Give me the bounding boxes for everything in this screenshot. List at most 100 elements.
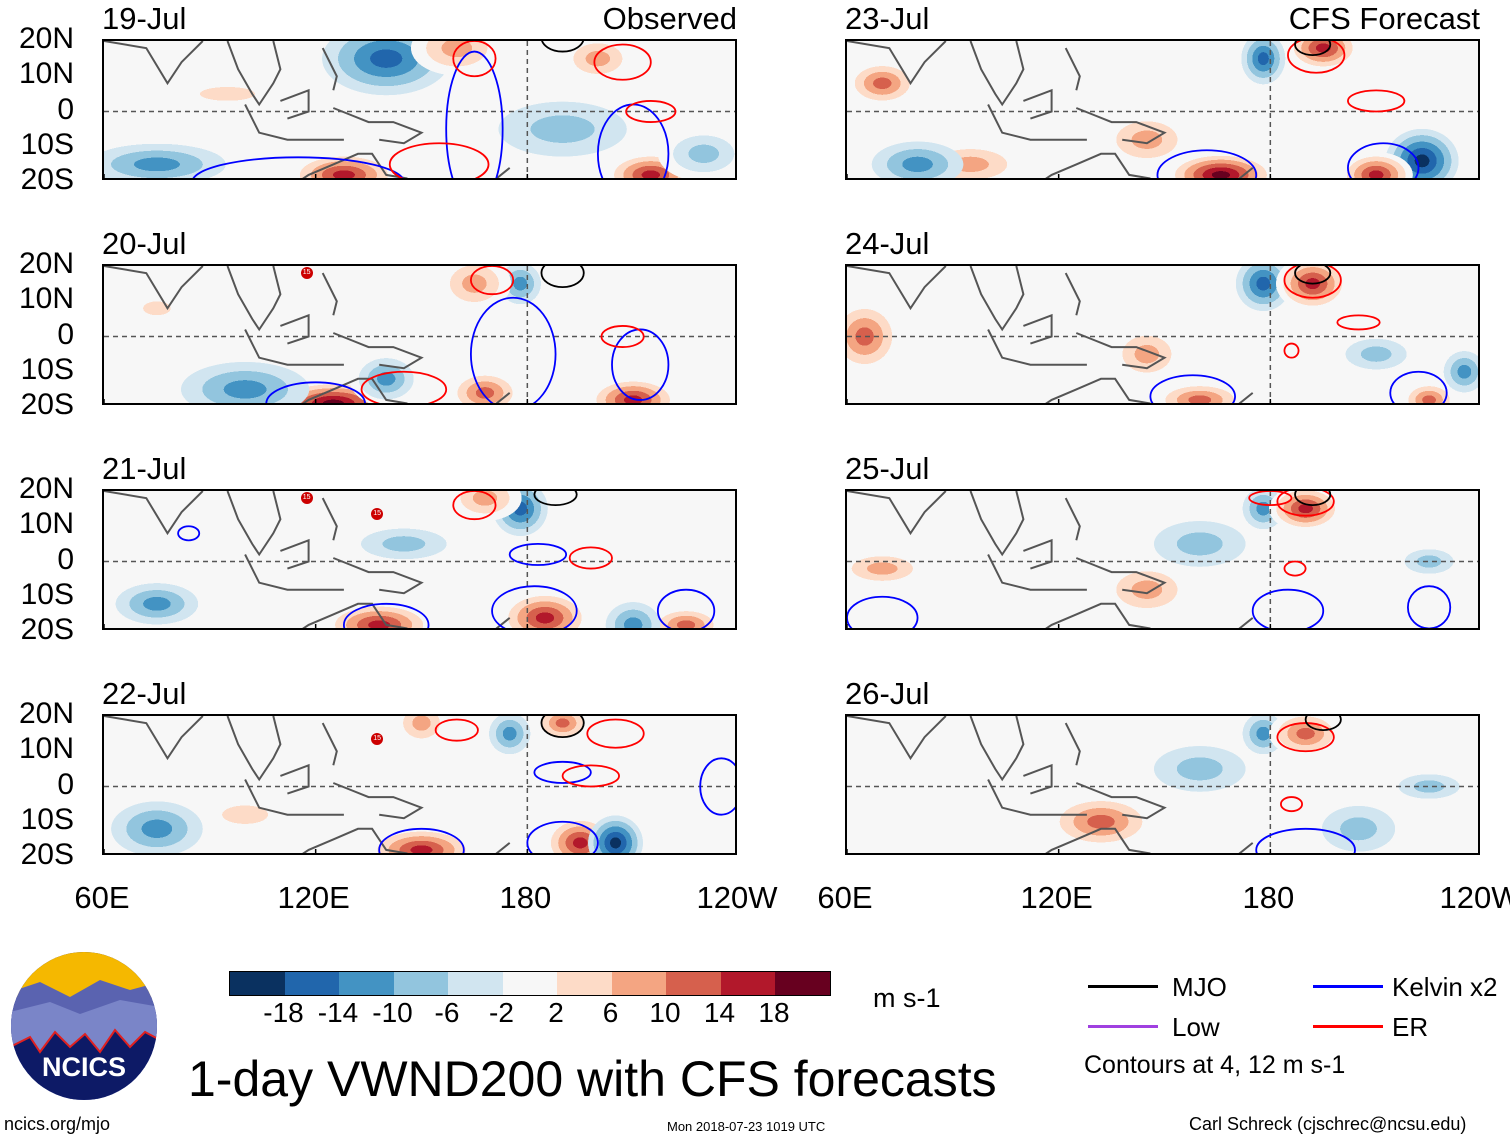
- panel-date: 22-Jul: [102, 676, 187, 711]
- kelvin-contour: [1347, 142, 1420, 178]
- kelvin-contour: [343, 602, 430, 628]
- lat-label: 0: [57, 92, 74, 126]
- colorbar-swatch: [557, 972, 612, 995]
- southerly-anomaly: [847, 550, 929, 587]
- mjo-contour: [1304, 716, 1342, 731]
- colorbar-label: -14: [317, 997, 359, 1028]
- kelvin-contour: [1156, 149, 1258, 178]
- northerly-anomaly: [1330, 331, 1423, 378]
- er-contour: [1287, 41, 1346, 74]
- lon-label: 180: [499, 880, 552, 915]
- tropical-cyclone-marker: 15: [371, 732, 384, 745]
- kelvin-contour: [1389, 370, 1448, 403]
- map-panel-22-jul: [102, 714, 737, 855]
- southerly-anomaly: [1286, 41, 1360, 71]
- lat-label: 20N: [18, 472, 74, 505]
- map-panel-19-jul: [102, 39, 737, 180]
- panel-date: 25-Jul: [845, 451, 930, 486]
- lat-label: 10N: [18, 57, 74, 91]
- er-contour: [1283, 266, 1342, 299]
- panel-date: 26-Jul: [845, 676, 930, 711]
- kelvin-contour: [265, 381, 366, 403]
- legend-kelvin-label: Kelvin x2: [1392, 972, 1498, 1002]
- colorbar-swatch: [502, 972, 557, 995]
- lon-label: 120W: [1439, 880, 1510, 915]
- er-contour: [452, 41, 497, 78]
- southerly-anomaly: [1110, 326, 1184, 382]
- colorbar-swatch: [393, 972, 448, 995]
- northerly-anomaly: [1436, 344, 1478, 400]
- colorbar-label: -18: [263, 997, 304, 1028]
- panel-date: 23-Jul: [845, 1, 930, 36]
- southerly-anomaly: [1101, 112, 1193, 168]
- kelvin-contour: [1149, 374, 1236, 403]
- lon-label: 60E: [74, 880, 130, 915]
- lon-label: 120W: [696, 880, 778, 915]
- southerly-anomaly: [448, 491, 522, 521]
- er-contour: [1336, 314, 1381, 331]
- legend-kelvin-line: [1313, 985, 1383, 988]
- er-contour: [561, 764, 620, 788]
- southerly-anomaly: [587, 377, 680, 403]
- kelvin-contour: [177, 525, 201, 542]
- coastline: [104, 716, 511, 853]
- mjo-contour: [1294, 266, 1332, 285]
- lon-label: 120E: [277, 880, 350, 915]
- colorbar-swatch: [339, 972, 394, 995]
- coastline: [104, 491, 511, 628]
- southerly-anomaly: [1268, 491, 1343, 532]
- southerly-anomaly: [1275, 266, 1350, 312]
- mjo-contour: [540, 266, 585, 289]
- er-contour: [1283, 560, 1307, 577]
- er-contour: [452, 491, 497, 521]
- colorbar-label: -6: [434, 997, 460, 1028]
- lat-label: 20S: [20, 838, 74, 871]
- lon-label: 180: [1242, 880, 1295, 915]
- southerly-anomaly: [649, 606, 723, 628]
- kelvin-contour: [611, 328, 670, 401]
- panel-tag: Observed: [602, 1, 737, 36]
- footer-url[interactable]: ncics.org/mjo: [4, 1114, 111, 1134]
- kelvin-contour: [847, 595, 919, 628]
- kelvin-contour: [470, 296, 557, 403]
- lat-label: 20N: [18, 247, 74, 280]
- er-contour: [388, 142, 490, 178]
- southerly-anomaly: [1153, 381, 1246, 403]
- panel-date: 19-Jul: [102, 1, 187, 36]
- map-panel-25-jul: [845, 489, 1480, 630]
- southerly-anomaly: [1101, 562, 1193, 618]
- footer-timestamp: Mon 2018-07-23 1019 UTC: [667, 1119, 826, 1134]
- lat-label: 10S: [20, 127, 74, 161]
- southerly-anomaly: [1339, 152, 1413, 178]
- mjo-contour: [1294, 41, 1332, 56]
- coastline: [847, 266, 1254, 403]
- legend-er-label: ER: [1392, 1012, 1429, 1042]
- lat-label: 10N: [18, 732, 74, 766]
- er-contour: [625, 100, 677, 123]
- southerly-anomaly: [410, 41, 503, 76]
- er-contour: [593, 43, 652, 81]
- southerly-anomaly: [535, 716, 591, 742]
- southerly-anomaly: [448, 369, 522, 403]
- er-contour: [586, 718, 645, 749]
- northerly-anomaly: [1235, 41, 1291, 91]
- figure-title: 1-day VWND200 with CFS forecasts: [188, 1051, 997, 1107]
- legend-mjo-label: MJO: [1172, 972, 1227, 1002]
- colorbar-label: 6: [602, 997, 619, 1028]
- coastline: [847, 716, 1254, 853]
- colorbar-swatch: [284, 972, 339, 995]
- kelvin-contour: [445, 50, 504, 178]
- northerly-anomaly: [111, 801, 203, 853]
- logo-text: NCICS: [42, 1052, 126, 1082]
- northerly-anomaly: [588, 815, 644, 853]
- er-contour: [1248, 491, 1293, 506]
- colorbar-label: 10: [649, 997, 681, 1028]
- tropical-cyclone-marker: 15: [371, 507, 384, 520]
- colorbar-swatch: [230, 972, 285, 995]
- legend-note: Contours at 4, 12 m s-1: [1084, 1051, 1346, 1079]
- colorbar-label: 14: [703, 997, 736, 1028]
- lat-label: 20S: [20, 613, 74, 646]
- panel-date: 24-Jul: [845, 226, 930, 261]
- northerly-anomaly: [1153, 520, 1246, 567]
- kelvin-contour: [491, 585, 578, 628]
